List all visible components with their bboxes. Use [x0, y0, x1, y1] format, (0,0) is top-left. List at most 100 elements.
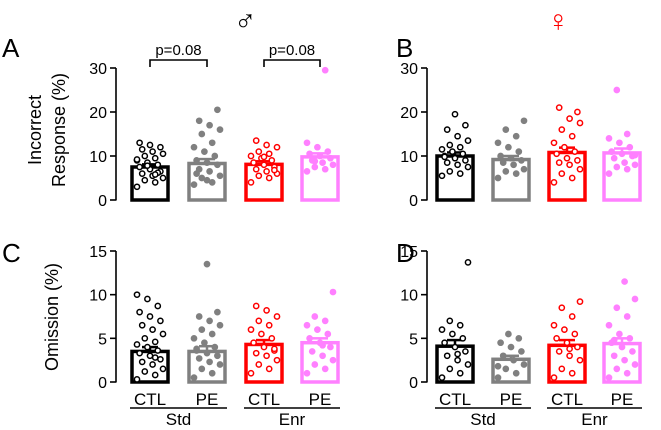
data-point: [568, 174, 576, 182]
data-point: [555, 348, 563, 355]
data-point: [623, 313, 631, 320]
y-tick-label: 0: [98, 375, 107, 392]
data-point: [462, 121, 469, 129]
data-point: [216, 321, 224, 329]
data-point: [454, 350, 461, 358]
data-point: [144, 295, 151, 303]
data-point: [438, 146, 446, 153]
data-point: [553, 334, 560, 342]
data-point: [613, 86, 621, 94]
data-point: [629, 348, 636, 355]
data-point: [247, 152, 255, 160]
data-point: [149, 361, 156, 368]
data-point: [157, 317, 164, 325]
data-point: [136, 163, 143, 171]
data-point: [438, 374, 446, 381]
data-point: [151, 171, 159, 178]
data-point: [255, 148, 263, 155]
data-point: [568, 132, 576, 140]
data-point: [605, 135, 613, 142]
data-point: [136, 308, 143, 316]
data-point: [141, 334, 149, 342]
data-point: [319, 341, 326, 349]
data-point: [321, 365, 329, 373]
data-point: [558, 304, 566, 312]
data-point: [558, 126, 566, 133]
y-tick-label: 20: [400, 105, 418, 122]
data-point: [260, 343, 268, 351]
data-point: [144, 162, 151, 170]
data-point: [613, 304, 621, 312]
data-point: [146, 141, 154, 149]
data-point: [247, 369, 255, 377]
data-point: [201, 339, 208, 347]
data-point: [154, 347, 162, 354]
data-point: [623, 165, 631, 173]
data-point: [208, 179, 216, 186]
data-point: [329, 288, 337, 296]
data-point: [154, 302, 162, 310]
data-point: [438, 172, 446, 180]
data-point: [449, 148, 456, 155]
data-point: [621, 278, 628, 285]
data-point: [303, 139, 311, 147]
data-point: [499, 352, 507, 360]
data-point: [252, 302, 260, 310]
data-point: [136, 349, 143, 357]
data-point: [258, 330, 265, 338]
y-tick-label: 0: [98, 193, 107, 210]
data-point: [550, 139, 558, 147]
y-tick-label: 5: [98, 331, 107, 348]
data-point: [314, 326, 321, 333]
data-point: [138, 146, 146, 153]
data-point: [268, 334, 276, 342]
data-point: [136, 139, 143, 147]
data-point: [271, 166, 278, 174]
data-point: [605, 321, 613, 329]
data-point: [610, 336, 618, 344]
data-point: [260, 161, 268, 169]
panel-b: 0 10 20 30: [400, 61, 642, 210]
y-tick-label: 0: [409, 193, 418, 210]
data-point: [568, 369, 576, 377]
data-point: [206, 168, 213, 175]
data-point: [154, 161, 162, 169]
panel-letter-d: D: [396, 238, 415, 268]
data-point: [507, 154, 515, 162]
data-point: [203, 349, 211, 357]
data-point: [520, 165, 528, 173]
data-point: [306, 334, 313, 342]
data-point: [563, 339, 571, 347]
data-point: [576, 119, 584, 127]
data-point: [329, 161, 337, 169]
y-tick-label: 10: [89, 288, 107, 305]
data-point: [613, 163, 621, 171]
data-point: [273, 313, 281, 320]
data-point: [507, 343, 515, 351]
data-point: [613, 365, 621, 373]
panel-c-ylabel-line1: Omission (%): [42, 263, 62, 371]
category-label: CTL: [551, 390, 583, 409]
data-point: [303, 369, 311, 377]
data-point: [464, 259, 472, 266]
data-point: [151, 154, 159, 162]
data-point: [576, 165, 584, 173]
data-point: [138, 358, 146, 366]
data-point: [203, 260, 211, 268]
data-point: [151, 371, 159, 379]
data-point: [443, 159, 451, 166]
data-point: [151, 338, 159, 346]
data-point: [198, 326, 206, 333]
data-point: [618, 343, 626, 351]
data-point: [247, 179, 255, 186]
data-point: [252, 137, 260, 144]
data-point: [193, 345, 200, 353]
data-point: [250, 159, 257, 166]
data-point: [568, 313, 576, 320]
data-point: [263, 307, 270, 314]
data-point: [518, 348, 525, 355]
data-point: [306, 150, 313, 158]
data-point: [265, 174, 273, 182]
data-point: [157, 355, 164, 363]
